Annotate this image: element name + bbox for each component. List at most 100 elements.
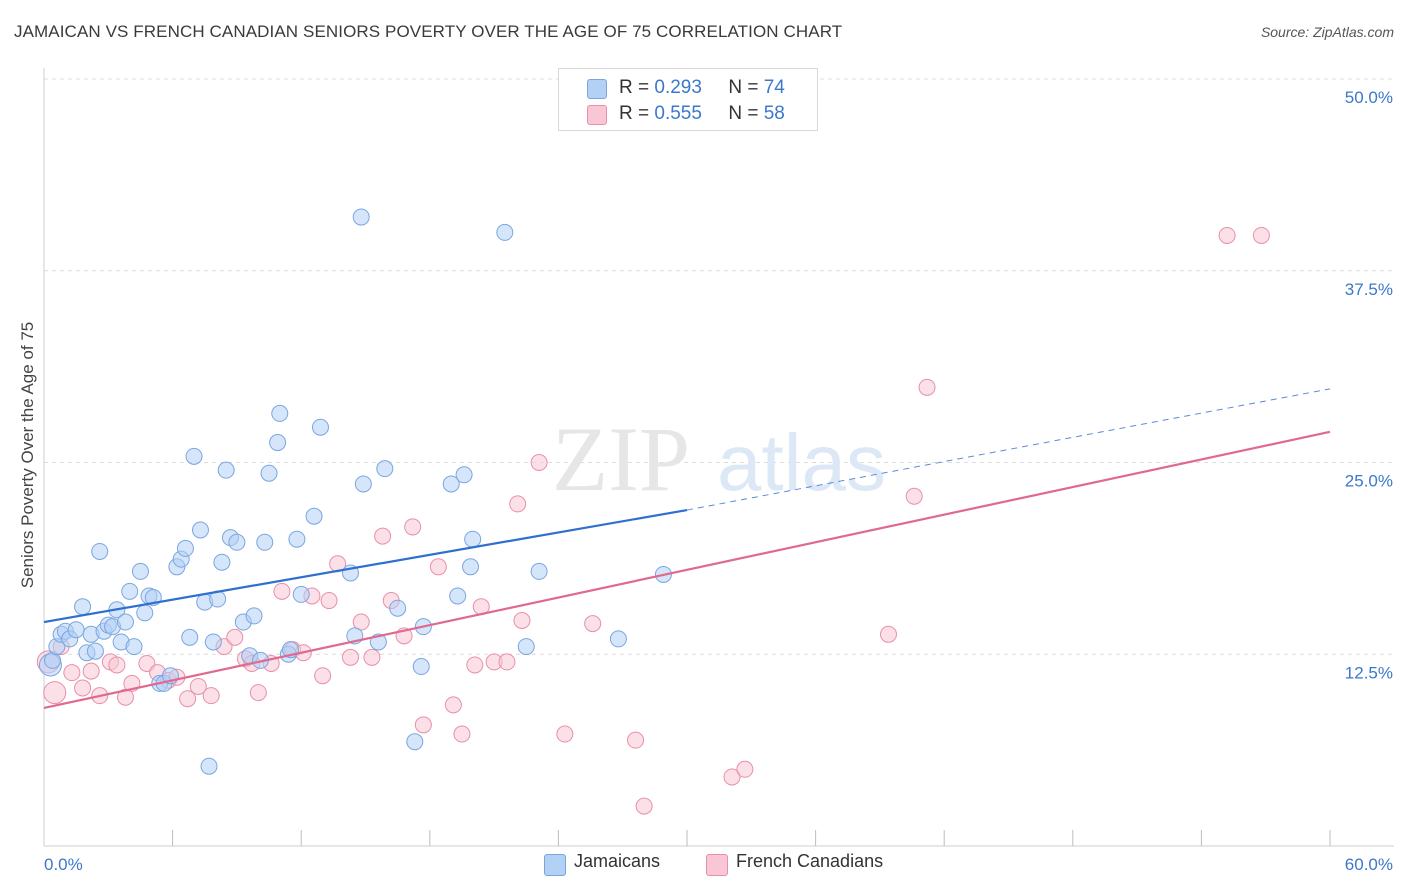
bottom-legend-label-french-canadians: French Canadians [736,851,884,871]
point-jamaicans [91,542,109,560]
axes [43,68,1394,847]
point-french-canadians [905,487,923,505]
point-jamaicans [213,553,231,571]
point-jamaicans [406,733,424,751]
legend-r-value: 0.555 [654,103,702,124]
point-jamaicans [292,585,310,603]
point-jamaicans [496,223,514,241]
point-french-canadians [189,677,207,695]
point-french-canadians [82,662,100,680]
x-tick-label-min: 0.0% [44,855,83,874]
tick-labels: 12.5% 25.0% 37.5% 50.0% 0.0% 60.0% [44,88,1393,874]
point-french-canadians [63,664,81,682]
point-french-canadians [635,797,653,815]
point-jamaicans [464,530,482,548]
y-tick-label: 50.0% [1345,88,1393,107]
point-jamaicans [449,587,467,605]
point-jamaicans [389,599,407,617]
point-jamaicans [116,613,134,631]
point-jamaicans [185,447,203,465]
chart-source: Source: ZipAtlas.com [1260,24,1394,40]
chart-title: JAMAICAN VS FRENCH CANADIAN SENIORS POVE… [14,22,843,41]
point-jamaicans [176,539,194,557]
y-tick-label: 25.0% [1345,472,1393,491]
legend-n-label: N = [728,77,759,98]
point-french-canadians [736,760,754,778]
trend-line-french-canadians [43,430,1331,710]
point-jamaicans [67,621,85,639]
point-french-canadians [74,679,92,697]
point-french-canadians [320,592,338,610]
point-jamaicans [269,434,287,452]
point-jamaicans [311,418,329,436]
point-french-canadians [273,582,291,600]
watermark-atlas: atlas [717,418,886,507]
point-jamaicans [260,464,278,482]
y-axis-label: Seniors Poverty Over the Age of 75 [18,322,37,588]
point-jamaicans [288,530,306,548]
point-french-canadians [530,454,548,471]
grid-lines [44,78,1394,655]
point-french-canadians [444,696,462,714]
point-french-canadians [116,688,134,706]
point-jamaicans [354,475,372,493]
point-french-canadians [226,628,244,646]
point-jamaicans [412,658,430,676]
point-french-canadians [509,495,527,513]
point-jamaicans [256,533,274,551]
point-french-canadians [108,656,126,674]
point-french-canadians [414,716,432,734]
point-jamaicans [121,582,139,600]
point-jamaicans [204,633,222,651]
point-jamaicans [217,461,235,479]
point-french-canadians [498,653,516,671]
point-jamaicans [517,638,535,656]
point-jamaicans [125,638,143,656]
point-french-canadians [363,648,381,666]
legend-n-label: N = [728,103,759,124]
point-french-canadians [627,731,645,749]
point-jamaicans [305,507,323,525]
point-jamaicans [136,604,154,622]
legend-n-value: 74 [763,77,785,98]
point-french-canadians [352,613,370,631]
point-jamaicans [462,558,480,576]
point-jamaicans [181,628,199,646]
point-french-canadians [879,625,897,643]
jamaicans-points [38,208,672,775]
trend-line-jamaicans [43,508,688,624]
legend-r-label: R = [619,77,650,98]
watermark: ZIP atlas [552,408,886,510]
point-french-canadians [466,656,484,674]
point-french-canadians [429,558,447,576]
trend-lines [43,388,1331,710]
point-french-canadians [1218,226,1236,244]
y-tick-label: 12.5% [1345,663,1393,682]
point-jamaicans [86,642,104,660]
point-jamaicans [245,607,263,625]
point-jamaicans [131,562,149,580]
point-jamaicans [442,475,460,493]
point-french-canadians [1252,226,1270,244]
point-french-canadians [314,667,332,685]
legend-r-label: R = [619,103,650,124]
point-jamaicans [74,598,92,616]
point-french-canadians [556,725,574,743]
point-french-canadians [179,690,197,708]
point-french-canadians [249,684,267,702]
point-jamaicans [200,757,218,775]
french-canadians-points [36,226,1270,815]
y-tick-label: 37.5% [1345,280,1393,299]
point-french-canadians [918,378,936,396]
point-french-canadians [202,687,220,705]
point-french-canadians [374,527,392,545]
point-jamaicans [352,208,370,226]
x-tick-label-max: 60.0% [1345,855,1393,874]
bottom-legend-swatch-jamaicans [544,854,566,876]
point-jamaicans [191,521,209,539]
point-jamaicans [228,533,246,551]
watermark-zip: ZIP [552,408,690,510]
point-jamaicans [609,630,627,648]
point-french-canadians [453,725,471,743]
